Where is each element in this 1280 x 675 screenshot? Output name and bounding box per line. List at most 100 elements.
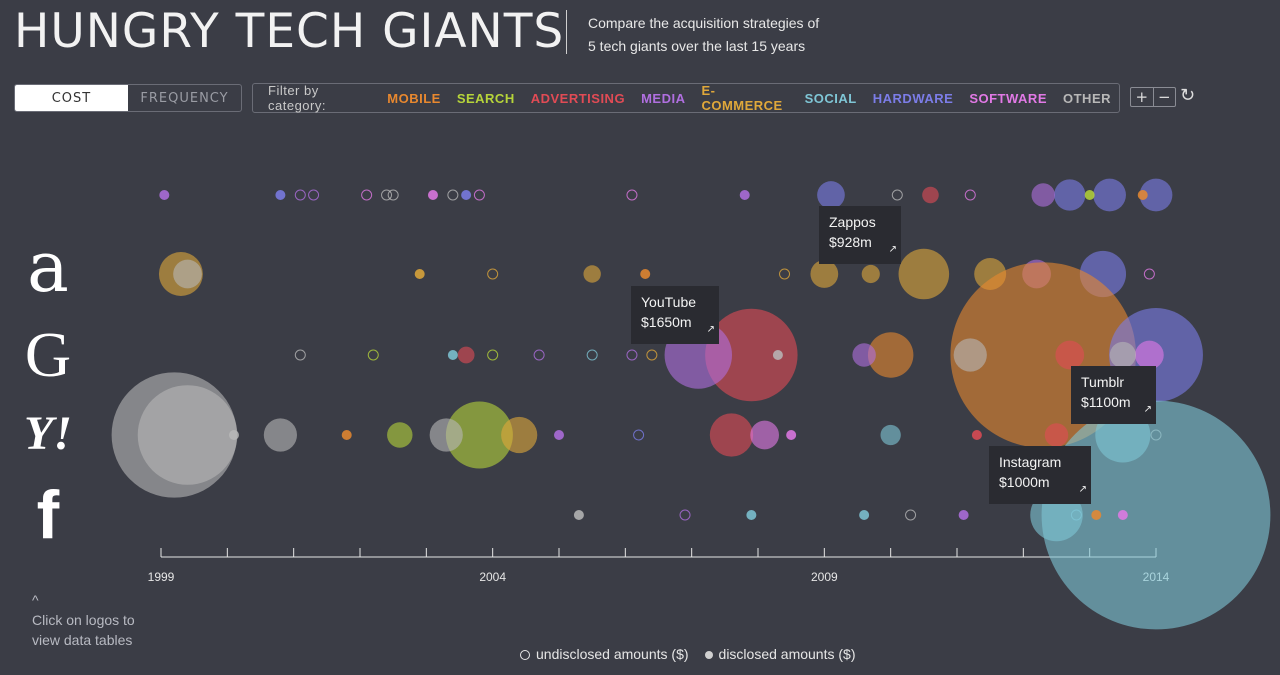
zoom-in-button[interactable]: + — [1131, 88, 1154, 106]
acquisition-bubble-apple[interactable] — [275, 190, 286, 200]
acquisition-bubble-google[interactable] — [367, 349, 379, 361]
tooltip-zappos[interactable]: Zappos $928m ↗ — [819, 206, 901, 264]
acquisition-bubble-facebook[interactable] — [746, 510, 757, 520]
acquisition-bubble-facebook[interactable] — [1041, 400, 1271, 630]
acquisition-bubble-facebook[interactable] — [958, 510, 969, 520]
acquisition-bubble-amazon[interactable] — [487, 268, 499, 280]
acquisition-bubble-apple[interactable] — [461, 190, 472, 200]
acquisition-bubble-apple[interactable] — [427, 190, 438, 200]
acquisition-bubble-amazon[interactable] — [583, 265, 601, 283]
acquisition-bubble-yahoo[interactable] — [1044, 423, 1069, 447]
cost-toggle-button[interactable]: COST — [15, 85, 128, 111]
acquisition-bubble-yahoo[interactable] — [501, 416, 538, 454]
filter-other[interactable]: OTHER — [1063, 90, 1111, 106]
acquisition-bubble-apple[interactable] — [1054, 179, 1086, 211]
acquisition-bubble-google[interactable] — [626, 349, 638, 361]
reset-icon[interactable]: ↻ — [1180, 85, 1196, 106]
filter-advertising[interactable]: ADVERTISING — [530, 90, 626, 106]
external-link-icon[interactable]: ↗ — [1078, 484, 1087, 495]
acquisition-bubble-apple[interactable] — [294, 189, 306, 201]
acquisition-bubble-yahoo[interactable] — [633, 429, 645, 441]
acquisition-bubble-google[interactable] — [294, 349, 306, 361]
acquisition-bubble-google[interactable] — [533, 349, 545, 361]
external-link-icon[interactable]: ↗ — [888, 244, 897, 255]
filter-mobile[interactable]: MOBILE — [387, 90, 441, 106]
acquisition-bubble-yahoo[interactable] — [786, 430, 797, 440]
acquisition-bubble-facebook[interactable] — [905, 509, 917, 521]
frequency-toggle-button[interactable]: FREQUENCY — [140, 90, 229, 106]
acquisition-bubble-google[interactable] — [487, 349, 499, 361]
acquisition-bubble-apple[interactable] — [387, 189, 399, 201]
acquisition-bubble-amazon[interactable] — [640, 269, 651, 279]
acquisition-bubble-yahoo[interactable] — [971, 430, 982, 440]
filter-search[interactable]: SEARCH — [456, 90, 515, 106]
acquisition-bubble-amazon[interactable] — [898, 248, 950, 300]
acquisition-bubble-yahoo[interactable] — [387, 422, 413, 448]
acquisition-bubble-google[interactable] — [1134, 340, 1164, 370]
acquisition-bubble-yahoo[interactable] — [429, 418, 463, 452]
acquisition-bubble-facebook[interactable] — [1091, 510, 1102, 520]
acquisition-bubble-apple[interactable] — [964, 189, 976, 201]
acquisition-bubble-amazon[interactable] — [414, 269, 425, 279]
acquisition-bubble-amazon[interactable] — [173, 259, 202, 289]
tooltip-instagram[interactable]: Instagram $1000m ↗ — [989, 446, 1091, 504]
acquisition-bubble-amazon[interactable] — [810, 260, 839, 288]
acquisition-bubble-apple[interactable] — [159, 190, 170, 200]
acquisition-bubble-amazon[interactable] — [779, 268, 791, 280]
acquisition-bubble-google[interactable] — [646, 349, 658, 361]
acquisition-bubble-apple[interactable] — [1031, 183, 1055, 207]
acquisition-bubble-apple[interactable] — [1084, 190, 1095, 200]
acquisition-bubble-yahoo[interactable] — [554, 430, 564, 440]
acquisition-bubble-apple[interactable] — [447, 189, 459, 201]
filter-e-commerce[interactable]: E-COMMERCE — [701, 83, 783, 113]
acquisition-bubble-apple[interactable] — [1137, 190, 1148, 200]
tooltip-tumblr[interactable]: Tumblr $1100m ↗ — [1071, 366, 1156, 424]
acquisition-bubble-yahoo[interactable] — [445, 401, 513, 469]
acquisition-bubble-google[interactable] — [772, 350, 783, 360]
external-link-icon[interactable]: ↗ — [1143, 404, 1152, 415]
acquisition-bubble-apple[interactable] — [739, 190, 750, 200]
acquisition-bubble-apple[interactable] — [381, 189, 393, 201]
acquisition-bubble-amazon[interactable] — [861, 264, 880, 284]
tooltip-youtube[interactable]: YouTube $1650m ↗ — [631, 286, 719, 344]
acquisition-bubble-google[interactable] — [953, 338, 987, 372]
amazon-logo[interactable]: a — [27, 226, 69, 308]
acquisition-bubble-yahoo[interactable] — [880, 424, 901, 446]
acquisition-bubble-yahoo[interactable] — [137, 385, 238, 485]
acquisition-bubble-apple[interactable] — [1093, 178, 1126, 212]
acquisition-bubble-yahoo[interactable] — [750, 420, 780, 450]
google-logo[interactable]: G — [24, 319, 72, 390]
acquisition-bubble-apple[interactable] — [473, 189, 485, 201]
acquisition-bubble-google[interactable] — [447, 350, 458, 360]
filter-software[interactable]: SOFTWARE — [969, 90, 1047, 106]
filter-social[interactable]: SOCIAL — [804, 90, 857, 106]
acquisition-bubble-apple[interactable] — [361, 189, 373, 201]
acquisition-bubble-facebook[interactable] — [859, 510, 870, 520]
acquisition-bubble-google[interactable] — [1109, 341, 1136, 369]
acquisition-bubble-apple[interactable] — [922, 186, 939, 204]
acquisition-bubble-google[interactable] — [867, 332, 914, 378]
acquisition-bubble-facebook[interactable] — [679, 509, 691, 521]
external-link-icon[interactable]: ↗ — [706, 324, 715, 335]
acquisition-bubble-yahoo[interactable] — [341, 430, 352, 440]
acquisition-bubble-facebook[interactable] — [573, 510, 584, 520]
acquisition-bubble-google[interactable] — [705, 308, 798, 402]
acquisition-bubble-yahoo[interactable] — [263, 418, 297, 452]
acquisition-bubble-facebook[interactable] — [1070, 509, 1082, 521]
acquisition-bubble-facebook[interactable] — [1117, 510, 1128, 520]
acquisition-bubble-google[interactable] — [1055, 340, 1085, 370]
acquisition-bubble-apple[interactable] — [817, 181, 845, 209]
filter-media[interactable]: MEDIA — [641, 90, 686, 106]
yahoo-logo[interactable]: Y! — [24, 407, 72, 460]
acquisition-bubble-yahoo[interactable] — [228, 430, 239, 440]
acquisition-bubble-apple[interactable] — [626, 189, 638, 201]
acquisition-bubble-amazon[interactable] — [1143, 268, 1155, 280]
acquisition-bubble-apple[interactable] — [1139, 178, 1173, 212]
facebook-logo[interactable]: f — [36, 477, 60, 553]
acquisition-bubble-yahoo[interactable] — [709, 413, 754, 457]
acquisition-bubble-apple[interactable] — [308, 189, 320, 201]
acquisition-bubble-google[interactable] — [586, 349, 598, 361]
acquisition-bubble-apple[interactable] — [891, 189, 903, 201]
acquisition-bubble-google[interactable] — [457, 346, 475, 364]
filter-hardware[interactable]: HARDWARE — [872, 90, 954, 106]
